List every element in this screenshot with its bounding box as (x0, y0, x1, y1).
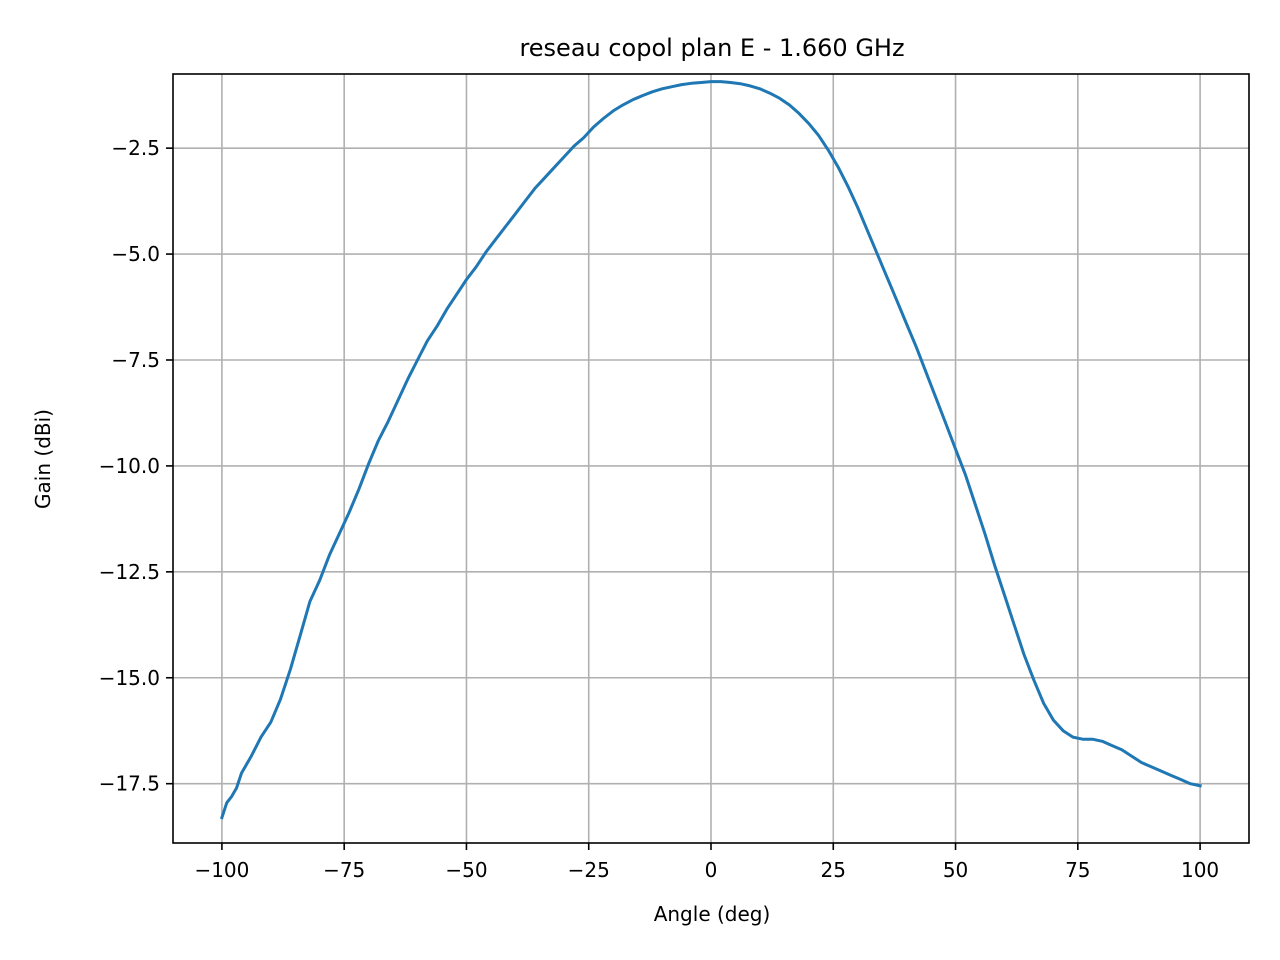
y-tick-label: −12.5 (99, 560, 160, 584)
x-tick-label: 0 (705, 858, 718, 882)
x-tick-label: 75 (1065, 858, 1090, 882)
y-tick-label: −7.5 (111, 348, 160, 372)
y-axis-ticks: −2.5 −5.0 −7.5 −10.0 −12.5 −15.0 −17.5 (99, 136, 173, 796)
y-tick-label: −17.5 (99, 772, 160, 796)
grid (173, 74, 1249, 843)
x-axis-ticks: −100 −75 −50 −25 0 25 50 75 100 (194, 843, 1219, 882)
x-tick-label: 50 (943, 858, 968, 882)
chart-title: reseau copol plan E - 1.660 GHz (519, 34, 904, 62)
series-line-0 (220, 80, 1202, 820)
x-tick-label: −50 (445, 858, 487, 882)
y-tick-label: −5.0 (111, 242, 160, 266)
y-axis-label: Gain (dBi) (31, 409, 55, 509)
y-tick-label: −10.0 (99, 454, 160, 478)
x-tick-label: 25 (821, 858, 846, 882)
x-axis-label: Angle (deg) (654, 902, 771, 926)
y-tick-label: −2.5 (111, 136, 160, 160)
x-tick-label: 100 (1181, 858, 1219, 882)
x-tick-label: −75 (323, 858, 365, 882)
x-tick-label: −100 (194, 858, 249, 882)
y-tick-label: −15.0 (99, 666, 160, 690)
x-tick-label: −25 (568, 858, 610, 882)
series-layer (220, 80, 1202, 820)
